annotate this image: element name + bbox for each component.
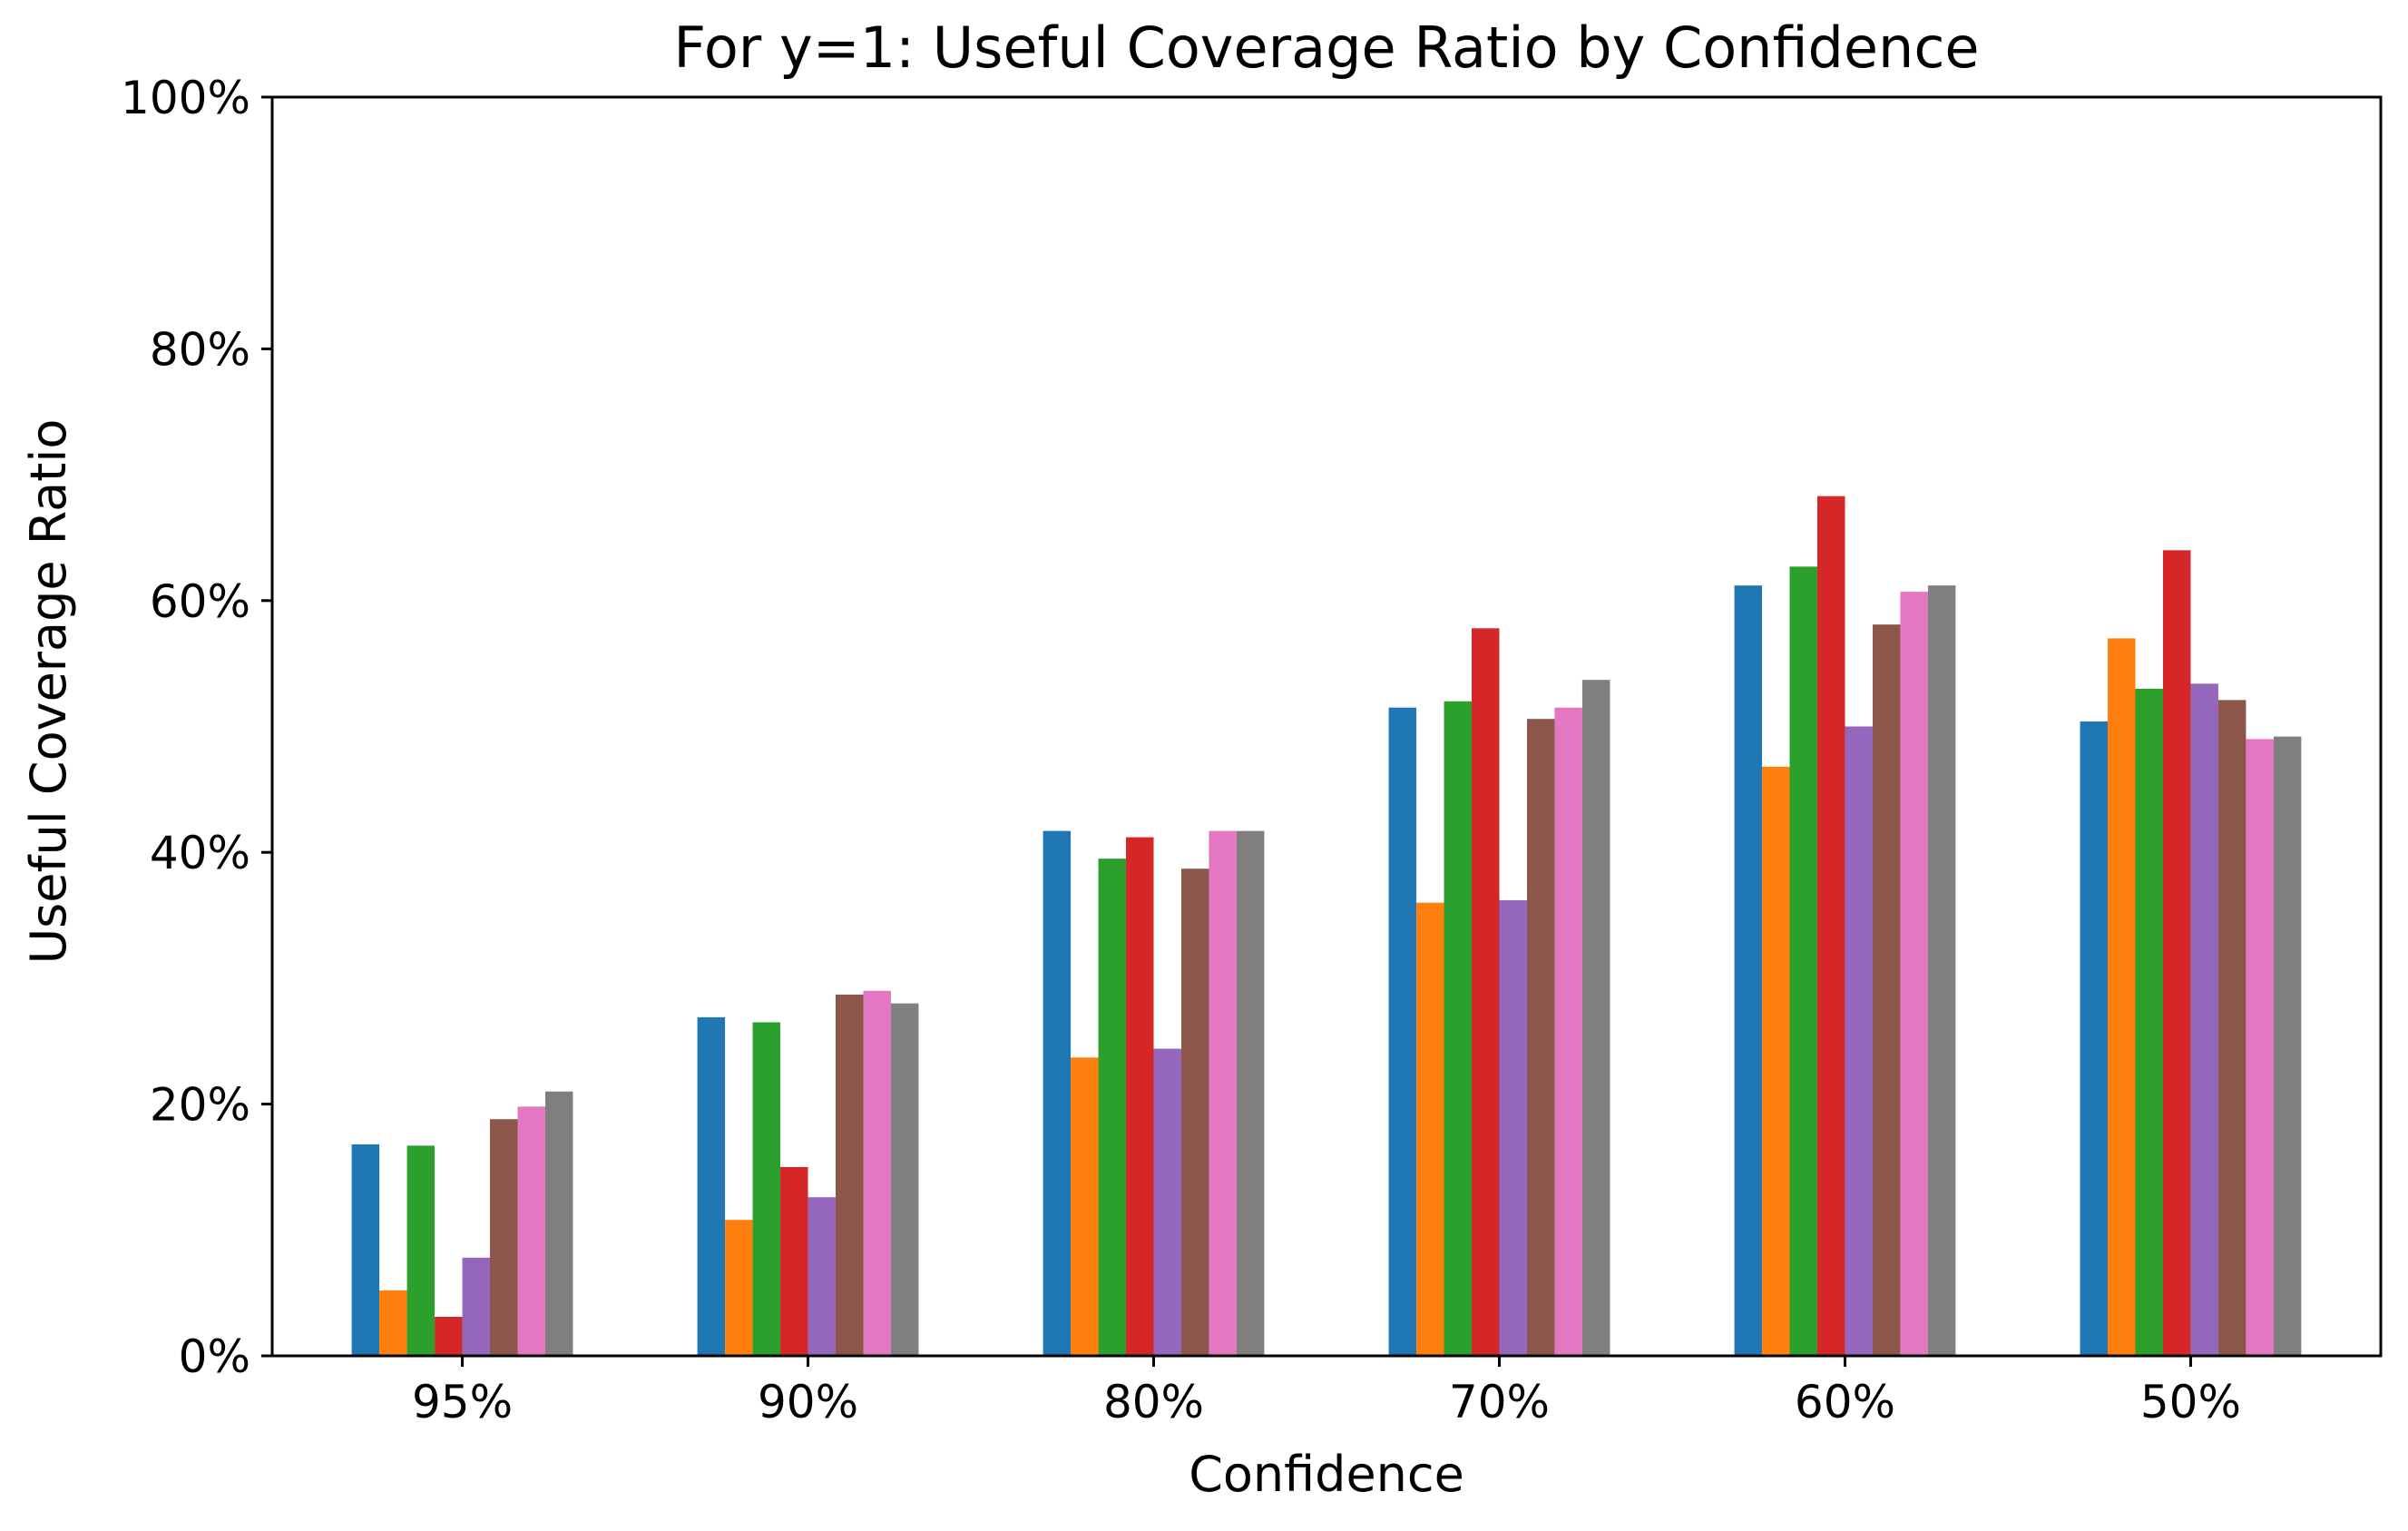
y-tick-label: 80% bbox=[150, 323, 250, 376]
bar-series-2-50% bbox=[2108, 638, 2136, 1356]
bar-series-7-90% bbox=[863, 990, 891, 1356]
y-axis-label: Useful Coverage Ratio bbox=[20, 419, 77, 965]
bar-series-6-80% bbox=[1180, 869, 1209, 1356]
y-tick-label: 20% bbox=[150, 1079, 250, 1132]
bar-series-6-95% bbox=[490, 1119, 518, 1356]
bar-series-4-95% bbox=[435, 1317, 463, 1356]
bar-series-2-90% bbox=[725, 1220, 753, 1356]
x-axis-label: Confidence bbox=[1189, 1446, 1464, 1503]
bar-series-2-95% bbox=[379, 1290, 407, 1356]
bar-series-1-70% bbox=[1388, 707, 1417, 1356]
bar-series-2-60% bbox=[1762, 766, 1790, 1356]
y-tick-label: 0% bbox=[179, 1330, 250, 1383]
plot-frame bbox=[270, 95, 2383, 1358]
bar-series-7-50% bbox=[2246, 739, 2274, 1356]
bars-group bbox=[351, 496, 2302, 1356]
bar-series-2-80% bbox=[1071, 1057, 1099, 1356]
x-tick-label: 60% bbox=[1795, 1376, 1895, 1428]
x-axis-ticks: 95% 90% 80% 70% 60% 50% bbox=[412, 1356, 2241, 1428]
bar-series-3-50% bbox=[2135, 688, 2163, 1356]
bar-series-8-60% bbox=[1927, 585, 1956, 1356]
bar-series-1-60% bbox=[1734, 585, 1763, 1356]
bar-series-4-50% bbox=[2162, 550, 2191, 1356]
x-tick-label: 50% bbox=[2140, 1376, 2241, 1428]
bar-series-1-50% bbox=[2080, 721, 2109, 1356]
x-tick-label: 80% bbox=[1103, 1376, 1204, 1428]
bar-series-8-90% bbox=[890, 1003, 919, 1356]
y-axis-ticks: 0% 20% 40% 60% 80% 100% bbox=[121, 72, 272, 1383]
bar-series-4-90% bbox=[780, 1166, 808, 1356]
bar-series-1-80% bbox=[1042, 830, 1072, 1356]
y-tick-label: 60% bbox=[150, 575, 250, 628]
bar-series-5-80% bbox=[1153, 1048, 1181, 1356]
bar-series-3-90% bbox=[752, 1022, 781, 1356]
bar-series-6-50% bbox=[2217, 700, 2246, 1356]
bar-series-8-50% bbox=[2273, 736, 2302, 1356]
bar-series-8-80% bbox=[1236, 830, 1265, 1356]
bar-series-3-70% bbox=[1444, 701, 1473, 1356]
y-tick-label: 40% bbox=[150, 827, 250, 879]
bar-series-3-80% bbox=[1098, 859, 1127, 1356]
bar-series-8-95% bbox=[544, 1091, 573, 1356]
bar-series-3-95% bbox=[406, 1145, 436, 1356]
bar-series-5-50% bbox=[2190, 683, 2218, 1356]
x-tick-label: 90% bbox=[758, 1376, 858, 1428]
bar-series-8-70% bbox=[1581, 680, 1610, 1356]
bar-series-1-90% bbox=[697, 1016, 726, 1356]
bar-series-3-60% bbox=[1789, 566, 1817, 1356]
bar-series-7-95% bbox=[517, 1106, 545, 1356]
bar-series-6-60% bbox=[1872, 624, 1901, 1356]
bar-series-6-70% bbox=[1526, 719, 1555, 1356]
bar-series-5-90% bbox=[808, 1197, 837, 1356]
y-tick-label: 100% bbox=[121, 72, 250, 124]
bar-series-7-60% bbox=[1900, 592, 1928, 1356]
bar-series-5-95% bbox=[462, 1257, 491, 1356]
bar-series-5-70% bbox=[1499, 899, 1527, 1356]
bar-series-4-70% bbox=[1472, 628, 1500, 1356]
bar-series-5-60% bbox=[1845, 726, 1873, 1356]
bar-series-6-90% bbox=[836, 994, 864, 1356]
x-tick-label: 95% bbox=[412, 1376, 513, 1428]
bar-series-7-80% bbox=[1209, 830, 1237, 1356]
bar-series-7-70% bbox=[1554, 707, 1582, 1356]
x-tick-label: 70% bbox=[1449, 1376, 1550, 1428]
bar-series-1-95% bbox=[351, 1143, 380, 1356]
bar-series-4-80% bbox=[1126, 837, 1154, 1356]
bar-series-4-60% bbox=[1816, 496, 1845, 1356]
chart-title: For y=1: Useful Coverage Ratio by Confid… bbox=[673, 15, 1979, 81]
bar-series-2-70% bbox=[1416, 902, 1444, 1356]
